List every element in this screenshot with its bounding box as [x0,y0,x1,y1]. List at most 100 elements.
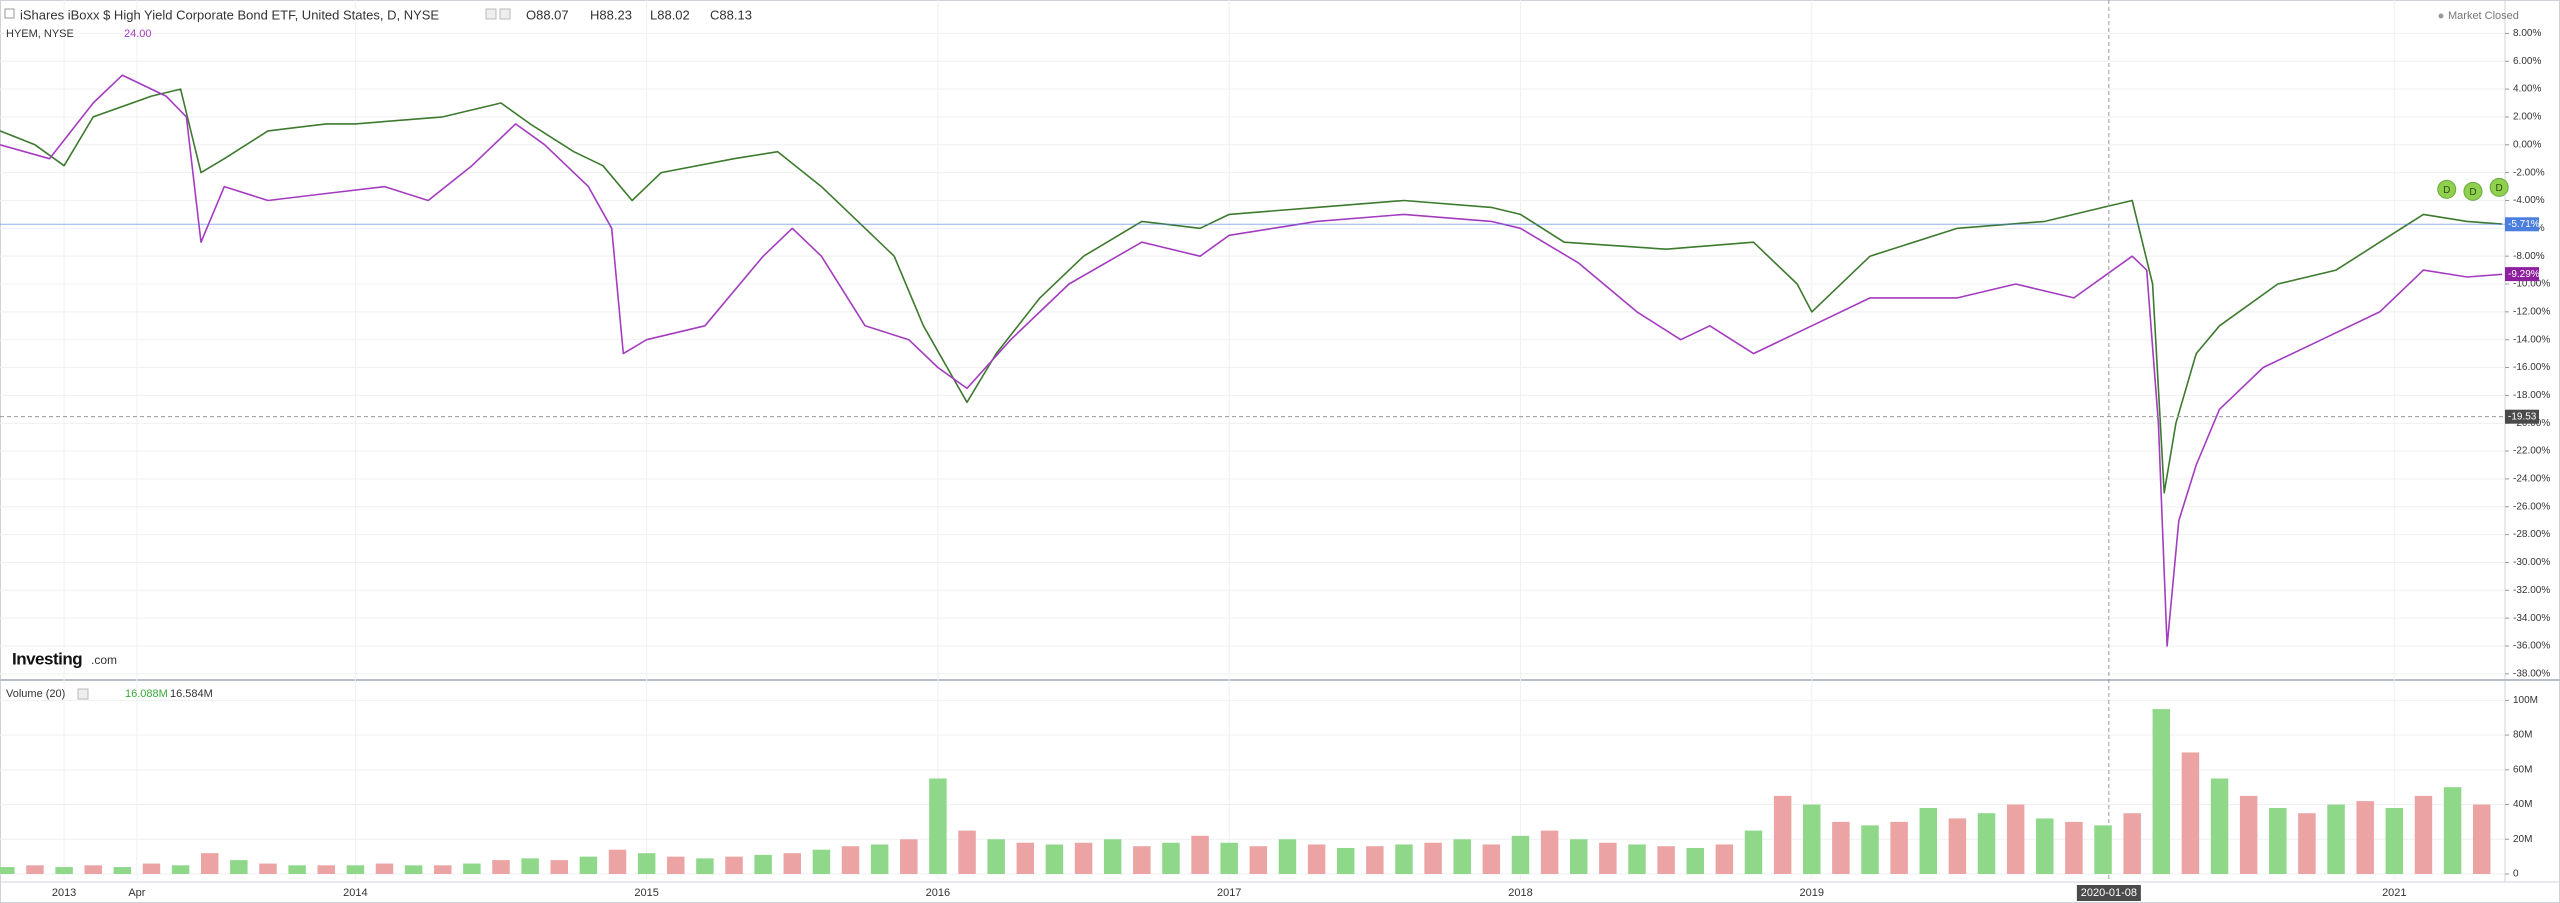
volume-bar [667,856,685,874]
volume-bar [812,849,831,874]
compare-value: 24.00 [124,28,152,40]
volume-bar [171,865,190,874]
volume-bar [1366,846,1384,874]
volume-bar [404,865,423,874]
y-tick-label: -34.00% [2513,613,2550,624]
volume-bar [1045,844,1064,874]
volume-bar [1657,846,1675,874]
volume-bar [2181,752,2200,874]
volume-bar [113,867,132,874]
volume-ma-value: 16.584M [170,688,213,700]
volume-bar [1744,830,1763,874]
volume-bar [1249,846,1268,874]
y-tick-label: -24.00% [2513,474,2550,485]
hide-button[interactable] [499,8,511,20]
volume-bar [608,849,627,874]
volume-bar [754,854,772,874]
volume-bar [259,863,277,874]
crosshair-y-label: -19.53 [2508,411,2537,422]
volume-bar [2269,808,2287,874]
last-value-label: -5.71% [2508,219,2540,230]
volume-bar [2123,813,2141,874]
volume-bar [1628,844,1646,874]
y-tick-label: 8.00% [2513,28,2541,39]
x-tick-label: Apr [128,887,145,899]
dividend-label: D [2496,183,2503,194]
volume-bar [1569,839,1588,874]
y-tick-label: -36.00% [2513,641,2550,652]
price-line [0,88,2503,494]
x-tick-label: 2015 [634,887,658,899]
y-tick-label: -18.00% [2513,390,2550,401]
x-tick-label: 2016 [926,887,950,899]
volume-bar [1832,821,1850,874]
dividend-marker [2463,181,2483,201]
volume-bar [1016,842,1035,874]
volume-bar [783,853,802,874]
volume-bar [2036,818,2054,874]
ohlc-close: C88.13 [710,7,752,22]
volume-bar [841,846,860,874]
volume-bar [55,867,73,874]
settings-button[interactable] [485,8,497,20]
volume-bar [1511,835,1530,874]
y-tick-label: -30.00% [2513,557,2550,568]
y-tick-label: -32.00% [2513,585,2550,596]
x-tick-label: 2014 [343,887,367,899]
y-tick-label: -14.00% [2513,334,2550,345]
volume-bar [550,860,568,874]
volume-bar [696,858,714,874]
volume-bar [1220,842,1238,874]
volume-bar [1424,842,1442,874]
volume-tick-label: 20M [2513,834,2532,845]
x-tick-label: 2013 [52,887,76,899]
volume-bar [725,856,743,874]
volume-bar [2298,813,2316,874]
volume-tick-label: 40M [2513,799,2532,810]
y-tick-label: -16.00% [2513,362,2550,373]
y-tick-label: -38.00% [2513,668,2550,679]
volume-bar [1803,804,1821,874]
y-tick-label: 2.00% [2513,112,2541,123]
volume-bar [1599,842,1617,874]
watermark-suffix: .com [91,653,117,667]
y-tick-label: 4.00% [2513,84,2541,95]
volume-bar [26,865,44,874]
volume-bar [1074,842,1093,874]
volume-bar [2385,808,2404,874]
volume-bar [317,865,335,874]
volume-bar [2239,795,2258,874]
volume-legend-value: 16.088M [125,688,168,700]
crosshair-x-badge [2076,885,2141,901]
ohlc-open: O88.07 [526,7,569,22]
last-value-badge [2505,267,2539,282]
volume-bar [463,863,481,874]
volume-bar [958,830,976,874]
overlay: iShares iBoxx $ High Yield Corporate Bon… [4,7,2550,901]
volume-bar [2006,804,2025,874]
y-tick-label: 0.00% [2513,139,2541,150]
y-tick-label: -2.00% [2513,167,2545,178]
volume-bar [1453,839,1471,874]
volume-bar [1686,847,1704,874]
y-tick-label: -8.00% [2513,251,2545,262]
price-line [0,74,2503,647]
volume-bar [1103,839,1122,874]
x-tick-label: 2017 [1217,887,1241,899]
volume-bar [1162,842,1180,874]
volume-bar [637,853,656,874]
ohlc-high: H88.23 [590,7,632,22]
volume-bar [1336,847,1355,874]
volume-bar [1395,844,1413,874]
volume-bar [492,860,510,874]
dividend-marker [2489,177,2509,197]
volume-bar [579,856,598,874]
y-tick-label: -12.00% [2513,306,2550,317]
volume-tick-label: 60M [2513,764,2532,775]
volume-bar [1919,808,1938,874]
volume-settings-button[interactable] [77,688,89,700]
volume-bar [929,778,947,874]
menu-icon[interactable] [4,8,15,19]
volume-bar [2472,804,2491,874]
